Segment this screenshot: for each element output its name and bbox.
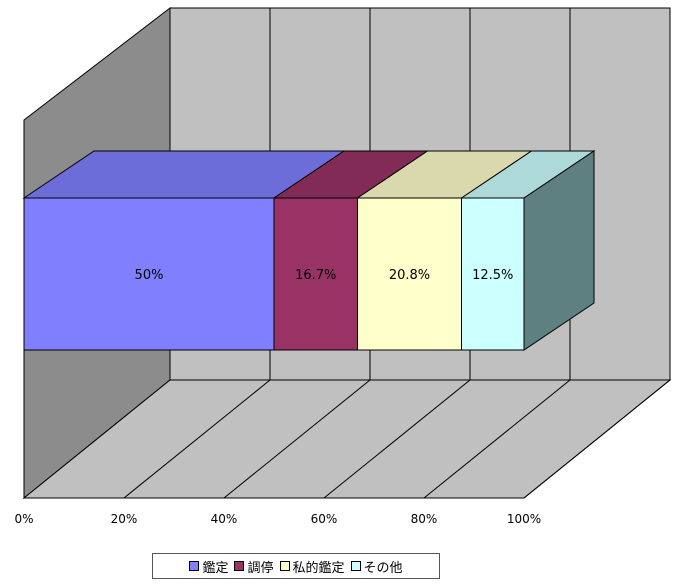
x-tick-label: 20%: [111, 512, 138, 526]
legend-swatch-2: [234, 561, 245, 571]
legend-label-1: 鑑定: [202, 560, 229, 576]
bar-segment-2: [273, 197, 358, 351]
legend-label-3: 私的鑑定: [292, 560, 345, 576]
bar-segment-1: [23, 197, 275, 351]
gridline-floor: [523, 379, 671, 499]
legend-swatch-3: [279, 561, 290, 571]
legend-swatch-1: [189, 561, 200, 571]
bar-segment-3: [357, 197, 462, 351]
legend-item-4: その他: [350, 557, 403, 576]
x-tick-label: 100%: [507, 512, 541, 526]
gridline-floor: [423, 379, 571, 499]
x-tick-label: 0%: [14, 512, 33, 526]
data-label-3: 20.8%: [389, 268, 430, 283]
data-label-2: 16.7%: [295, 268, 336, 283]
gridline-floor: [223, 379, 371, 499]
data-label-1: 50%: [135, 268, 164, 283]
bar-segment-4: [461, 197, 525, 351]
x-tick-label: 60%: [311, 512, 338, 526]
legend-label-2: 調停: [247, 560, 274, 576]
x-tick-label: 40%: [211, 512, 238, 526]
legend-swatch-4: [350, 561, 361, 571]
legend-item-3: 私的鑑定: [279, 557, 345, 576]
legend-item-1: 鑑定: [189, 557, 228, 576]
bars: 50% 16.7% 20.8% 12.5%: [22, 150, 596, 351]
legend: 鑑定 調停 私的鑑定 その他: [152, 553, 440, 579]
legend-item-2: 調停: [234, 557, 274, 576]
gridline-floor: [323, 379, 471, 499]
legend-label-4: その他: [363, 560, 403, 576]
data-label-4: 12.5%: [472, 268, 513, 283]
x-tick-label: 80%: [411, 512, 438, 526]
gridline-floor: [123, 379, 271, 499]
x-tick-labels: 0% 20% 40% 60% 80% 100%: [14, 512, 541, 526]
bar-side: [523, 150, 595, 351]
